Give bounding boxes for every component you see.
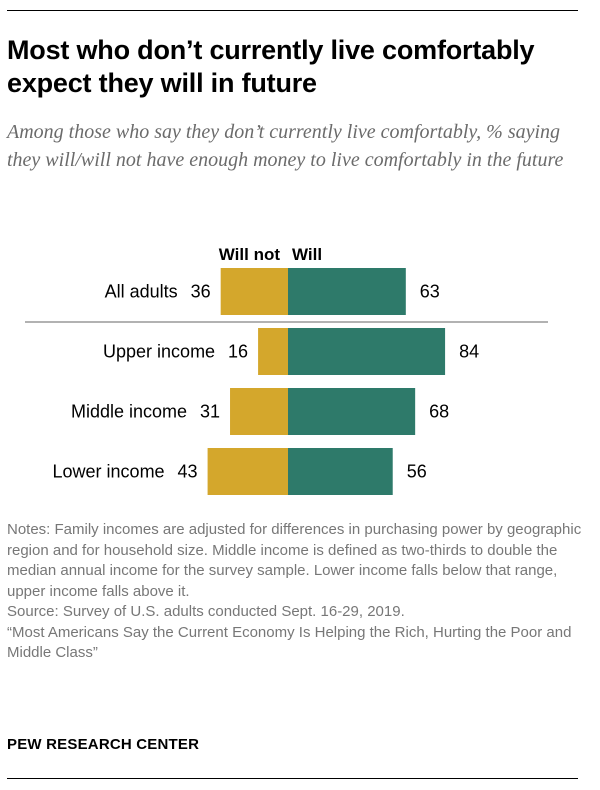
category-label-lower-income: Lower income — [53, 462, 165, 482]
value-will-lower-income: 56 — [407, 462, 427, 482]
report-title: “Most Americans Say the Current Economy … — [7, 623, 572, 662]
top-rule — [7, 10, 578, 11]
bar-will-not-middle-income — [230, 388, 288, 435]
notes-block: Notes: Family incomes are adjusted for d… — [7, 520, 587, 664]
legend-will-not: Will not — [219, 245, 281, 264]
value-will-not-middle-income: 31 — [200, 402, 220, 422]
legend-will: Will — [292, 245, 322, 264]
source-text: Source: Survey of U.S. adults conducted … — [7, 603, 405, 620]
category-label-middle-income: Middle income — [71, 402, 187, 422]
value-will-not-upper-income: 16 — [228, 342, 248, 362]
bar-will-not-all-adults — [220, 268, 288, 315]
category-label-all-adults: All adults — [105, 282, 178, 302]
value-will-upper-income: 84 — [459, 342, 479, 362]
bar-will-lower-income — [288, 448, 393, 495]
value-will-all-adults: 63 — [420, 282, 440, 302]
bar-will-upper-income — [288, 328, 446, 375]
chart-title: Most who don’t currently live comfortabl… — [7, 35, 535, 98]
chart: Will not Will 36 63 All adults 16 84 Upper inco… — [25, 245, 548, 495]
notes-text: Notes: Family incomes are adjusted for d… — [7, 521, 582, 600]
bar-will-not-upper-income — [258, 328, 288, 375]
pew-logo-text: PEW RESEARCH CENTER — [7, 736, 200, 753]
bar-will-all-adults — [288, 268, 406, 315]
value-will-middle-income: 68 — [429, 402, 449, 422]
value-will-not-lower-income: 43 — [178, 462, 198, 482]
value-will-not-all-adults: 36 — [191, 282, 211, 302]
category-label-upper-income: Upper income — [103, 342, 215, 362]
bar-will-not-lower-income — [207, 448, 288, 495]
bar-will-middle-income — [288, 388, 416, 435]
chart-subtitle: Among those who say they don’t currently… — [7, 121, 564, 171]
bottom-rule — [7, 778, 578, 779]
